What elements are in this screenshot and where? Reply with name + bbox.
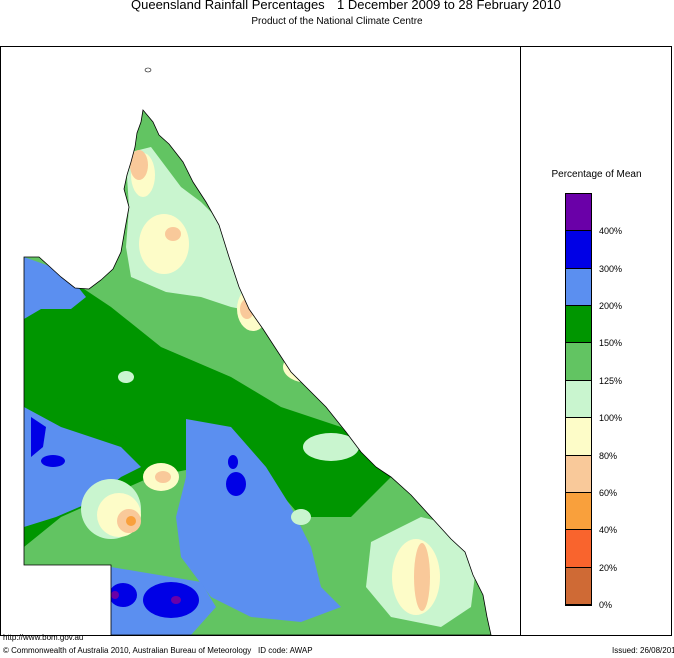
legend-swatch: [566, 418, 591, 456]
legend-swatch: [566, 231, 591, 269]
legend-divider: [520, 46, 521, 636]
footer-id-code: ID code: AWAP: [258, 646, 313, 655]
rainfall-shading: [24, 110, 491, 635]
legend-swatch: [566, 492, 591, 531]
legend-label: 100%: [599, 413, 623, 424]
legend-label: 300%: [599, 263, 623, 274]
footer-issued: Issued: 26/08/2010: [612, 646, 674, 655]
legend-swatch: [566, 306, 591, 344]
legend-label: 40%: [599, 525, 618, 536]
legend-label: 20%: [599, 562, 618, 573]
legend-label: 200%: [599, 301, 623, 312]
legend-swatch: [566, 268, 591, 307]
footer-copyright: © Commonwealth of Australia 2010, Austra…: [3, 646, 252, 655]
legend-label: 60%: [599, 487, 618, 498]
island-outline: [144, 67, 152, 73]
legend-label: 125%: [599, 375, 623, 386]
legend-swatch: [566, 530, 591, 568]
legend-label: 0%: [599, 600, 613, 610]
legend-color-bar: [565, 193, 592, 606]
legend-label: 80%: [599, 450, 618, 461]
queensland-rainfall-map: [23, 67, 492, 635]
legend-swatch: [566, 194, 591, 232]
footer-url[interactable]: http://www.bom.gov.au: [3, 633, 84, 642]
title-period: 1 December 2009 to 28 February 2010: [337, 0, 562, 12]
map-frame: [0, 46, 672, 636]
title-text: Queensland Rainfall Percentages: [131, 0, 325, 12]
legend-swatch: [566, 380, 591, 419]
legend-label: 150%: [599, 338, 623, 349]
legend-swatch: [566, 455, 591, 493]
queensland-outline: [23, 109, 492, 635]
legend-swatch: [566, 567, 591, 605]
legend-swatch: [566, 343, 591, 381]
legend-title: Percentage of Mean: [551, 169, 642, 180]
legend-label: 400%: [599, 226, 623, 237]
map-subtitle: Product of the National Climate Centre: [251, 16, 423, 27]
